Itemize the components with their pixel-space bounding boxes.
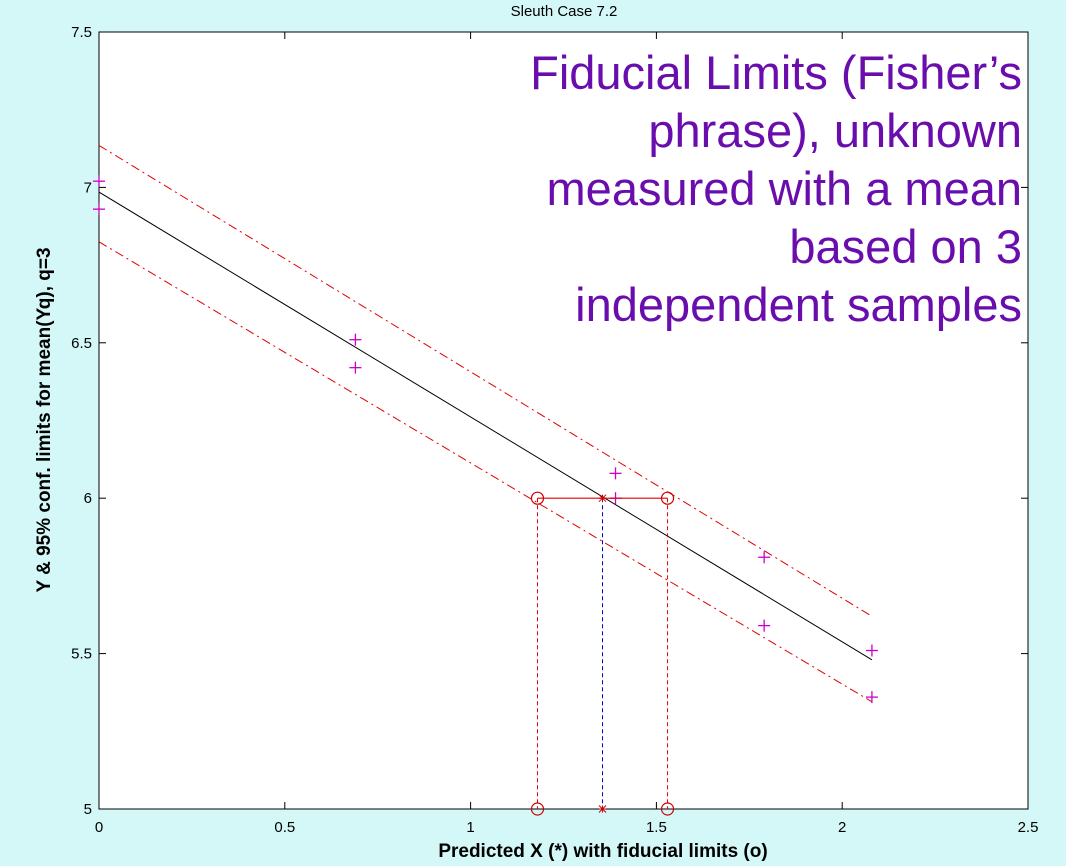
- x-tick-label: 0: [95, 819, 103, 836]
- predicted-x-star: [598, 805, 607, 813]
- plot-area: [98, 31, 1029, 810]
- data-point: [865, 644, 878, 657]
- data-point: [93, 203, 105, 216]
- y-tick-label: 7.5: [71, 24, 92, 41]
- y-tick-label: 7: [84, 179, 92, 196]
- star-d2: [598, 494, 607, 503]
- annotation-line: independent samples: [575, 278, 1022, 331]
- x-tick-label: 1: [466, 819, 474, 836]
- data-point: [349, 333, 362, 346]
- data-point: [865, 691, 878, 704]
- fiducial-limit-circle: [530, 491, 545, 505]
- annotation-line: measured with a mean: [546, 162, 1022, 215]
- y-axis-label: Y & 95% conf. limits for mean(Yq), q=3: [34, 247, 55, 592]
- y-tick-label: 6: [84, 490, 92, 507]
- x-tick-label: 2.5: [1018, 819, 1039, 836]
- data-layer: [93, 145, 878, 816]
- predicted-x-star: [598, 494, 607, 503]
- x-tick-label: 2: [838, 819, 846, 836]
- y-tick-label: 5: [84, 801, 92, 818]
- data-point: [758, 619, 771, 632]
- fiducial-limit-circle: [660, 491, 675, 505]
- annotation-line: based on 3: [789, 220, 1022, 273]
- x-tick-label: 0.5: [274, 819, 295, 836]
- x-axis-label: Predicted X (*) with fiducial limits (o): [438, 841, 767, 862]
- annotation-text: Fiducial Limits (Fisher’s phrase), unkno…: [382, 44, 1022, 334]
- chart-title: Sleuth Case 7.2: [511, 3, 618, 20]
- star-d2: [598, 805, 607, 813]
- data-point: [609, 467, 622, 480]
- data-point: [758, 551, 771, 564]
- y-tick-label: 6.5: [71, 335, 92, 352]
- annotation-line: Fiducial Limits (Fisher’s: [530, 46, 1022, 99]
- annotation-line: phrase), unknown: [648, 104, 1022, 157]
- series-line-2: [98, 241, 873, 703]
- x-tick-label: 1.5: [646, 819, 667, 836]
- series-line-1: [98, 145, 873, 617]
- data-point: [93, 175, 105, 188]
- fiducial-limit-circle: [530, 802, 545, 816]
- series-line-0: [98, 191, 873, 661]
- y-tick-label: 5.5: [71, 646, 92, 663]
- data-point: [349, 361, 362, 374]
- axes: 0 0.5 1 1.5 2 2.5 5 5.5 6 6.5 7 7.5: [71, 24, 1038, 836]
- fiducial-limit-circle: [660, 802, 675, 816]
